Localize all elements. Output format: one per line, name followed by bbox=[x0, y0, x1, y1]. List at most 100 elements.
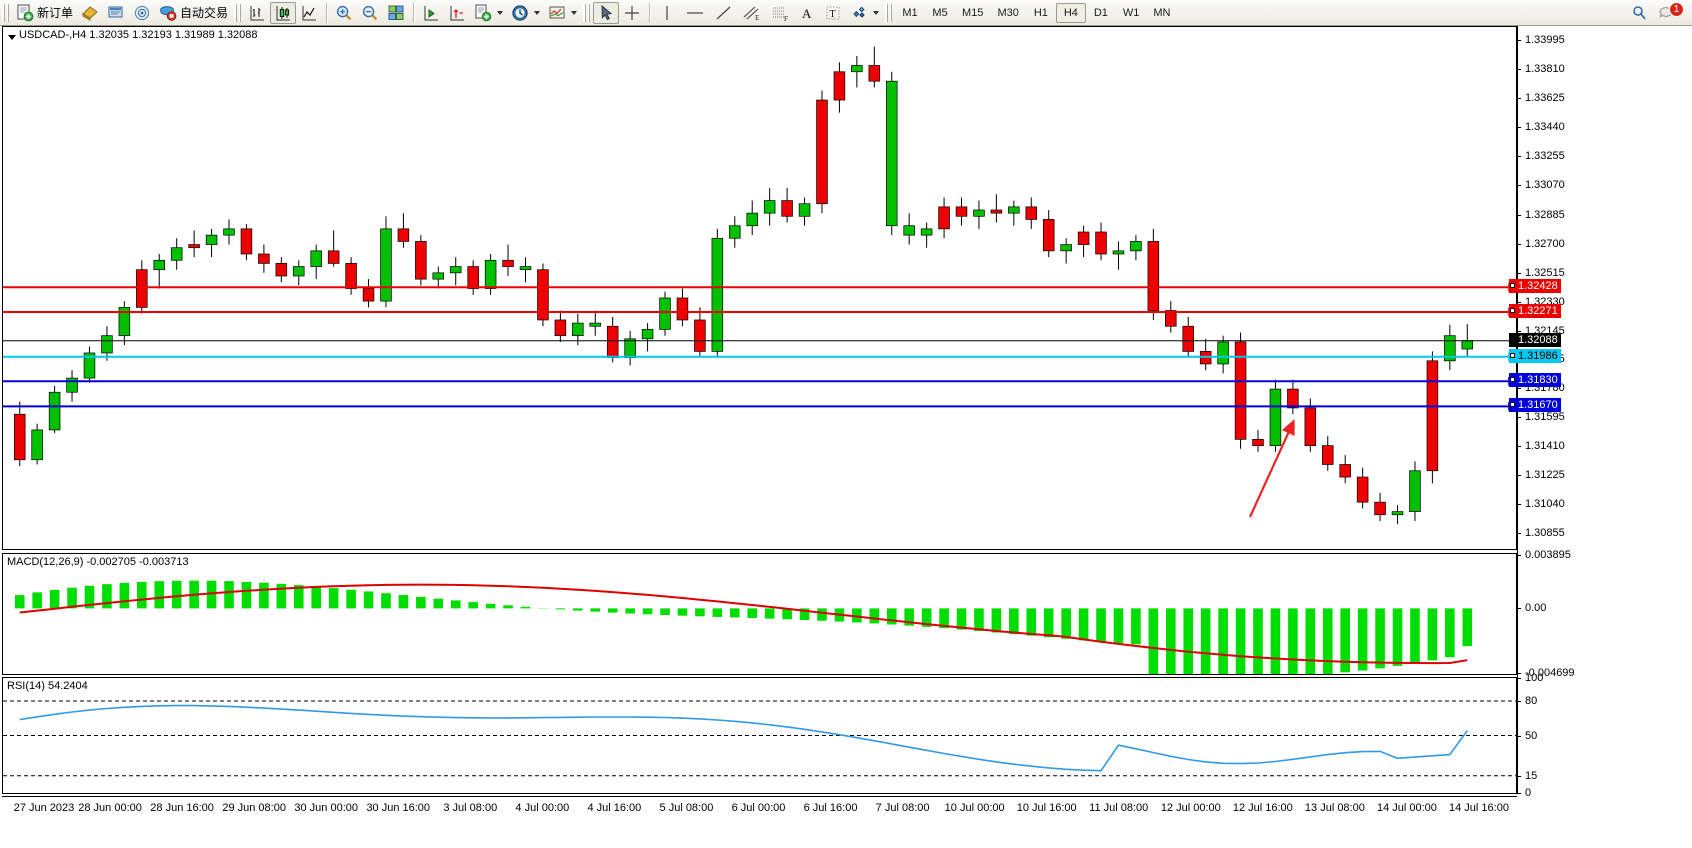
rsi-line bbox=[19, 704, 1468, 772]
new-order-icon bbox=[17, 4, 34, 21]
candle-body bbox=[938, 206, 950, 230]
support-line-blue-1-label[interactable]: 1.31830 bbox=[1509, 373, 1561, 388]
search-button[interactable] bbox=[1626, 2, 1654, 24]
candle-body bbox=[293, 266, 305, 277]
level-handle[interactable] bbox=[1510, 402, 1515, 408]
period-icon bbox=[512, 4, 528, 21]
level-handle[interactable] bbox=[1510, 283, 1515, 289]
period-button[interactable] bbox=[507, 2, 544, 24]
level-handle[interactable] bbox=[1510, 352, 1515, 358]
timeframe-m30[interactable]: M30 bbox=[997, 6, 1019, 19]
text-button[interactable]: T bbox=[820, 2, 846, 24]
crosshair-button[interactable] bbox=[619, 2, 645, 24]
timeframe-m1[interactable]: M1 bbox=[902, 6, 918, 19]
support-line-cyan-label[interactable]: 1.31986 bbox=[1509, 348, 1561, 363]
timeframe-m15[interactable]: M15 bbox=[962, 6, 984, 19]
price-tick-label: 1.31595 bbox=[1525, 411, 1565, 424]
objects-icon bbox=[853, 6, 865, 18]
price-chart-svg bbox=[3, 35, 1516, 525]
candle-body bbox=[327, 250, 340, 264]
timeframe-d1[interactable]: D1 bbox=[1093, 6, 1108, 19]
horizontal-line-button[interactable] bbox=[680, 2, 710, 24]
timeframe-h1[interactable]: H1 bbox=[1033, 6, 1048, 19]
price-tick-label: 1.32515 bbox=[1525, 266, 1565, 279]
templates-button[interactable] bbox=[544, 2, 581, 24]
time-axis-label: 28 Jun 16:00 bbox=[150, 802, 214, 814]
autoscroll-button[interactable] bbox=[444, 2, 470, 24]
chevron-down-icon-4[interactable] bbox=[873, 10, 880, 15]
candlestick-chart-button[interactable] bbox=[270, 1, 297, 24]
candle-body bbox=[851, 65, 863, 73]
candle-body bbox=[1252, 439, 1264, 446]
candle-body bbox=[1391, 511, 1404, 516]
candle-body bbox=[1095, 231, 1107, 255]
resistance-line-2-label[interactable]: 1.32271 bbox=[1509, 303, 1561, 318]
expert-advisors-button[interactable] bbox=[77, 2, 103, 24]
price-tick bbox=[1517, 272, 1521, 274]
text-icon: T bbox=[826, 6, 840, 20]
price-pane[interactable]: USDCAD-,H4 1.32035 1.32193 1.31989 1.320… bbox=[2, 26, 1517, 550]
bar-chart-button[interactable] bbox=[244, 2, 270, 24]
trendline-button[interactable] bbox=[710, 2, 738, 24]
toolbar-grip-2[interactable] bbox=[234, 3, 242, 22]
macd-pane[interactable]: MACD(12,26,9) -0.002705 -0.003713 bbox=[2, 553, 1517, 675]
current-price-line-label[interactable]: 1.32088 bbox=[1509, 332, 1561, 347]
candle-body bbox=[606, 325, 619, 359]
autotrading-button[interactable]: 自动交易 bbox=[155, 2, 232, 24]
text-label-button[interactable]: A bbox=[794, 2, 820, 24]
time-axis-label: 29 Jun 08:00 bbox=[222, 802, 286, 814]
price-tick bbox=[1517, 69, 1521, 71]
time-axis-label: 4 Jul 00:00 bbox=[515, 802, 570, 814]
objects-button[interactable] bbox=[846, 2, 883, 24]
toolbar-grip-3[interactable] bbox=[583, 3, 591, 22]
data-window-button[interactable] bbox=[103, 2, 129, 24]
zoom-in-button[interactable] bbox=[331, 2, 357, 24]
time-axis-label: 27 Jun 2023 bbox=[13, 802, 75, 814]
shift-end-button[interactable] bbox=[418, 2, 444, 24]
candle-body bbox=[258, 253, 270, 264]
vertical-line-button[interactable] bbox=[654, 2, 680, 24]
price-tick bbox=[1517, 156, 1521, 158]
chart-area[interactable]: USDCAD-,H4 1.32035 1.32193 1.31989 1.320… bbox=[0, 26, 1692, 848]
tile-windows-button[interactable] bbox=[383, 2, 409, 24]
candle-body bbox=[1077, 231, 1090, 245]
indicators-button[interactable] bbox=[470, 2, 507, 24]
candle-body bbox=[275, 263, 288, 277]
price-tick bbox=[1517, 214, 1521, 216]
notifications-button[interactable]: 1 bbox=[1654, 1, 1684, 24]
fibonacci-button[interactable]: F bbox=[766, 2, 794, 24]
cursor-button[interactable] bbox=[593, 1, 620, 24]
chevron-down-icon[interactable] bbox=[497, 10, 504, 15]
resistance-line-1-label[interactable]: 1.32428 bbox=[1509, 279, 1561, 294]
price-tick-label: 1.31040 bbox=[1525, 498, 1565, 511]
candle-body bbox=[449, 266, 462, 274]
rsi-pane[interactable]: RSI(14) 54.2404 bbox=[2, 677, 1517, 794]
support-line-blue-2-label[interactable]: 1.31670 bbox=[1509, 398, 1561, 413]
chevron-down-icon-3[interactable] bbox=[571, 10, 578, 15]
level-handle[interactable] bbox=[1510, 307, 1515, 313]
toolbar-grip[interactable] bbox=[2, 3, 9, 22]
time-axis-label: 3 Jul 08:00 bbox=[443, 802, 498, 814]
toolbar-grip-4[interactable] bbox=[885, 3, 893, 22]
rsi-tick-label: 80 bbox=[1525, 695, 1538, 707]
timeframe-mn[interactable]: MN bbox=[1153, 6, 1171, 19]
new-order-button[interactable]: 新订单 bbox=[12, 2, 77, 24]
rsi-tick-label: 100 bbox=[1525, 672, 1544, 684]
level-handle[interactable] bbox=[1510, 377, 1515, 383]
level-value: 1.31986 bbox=[1518, 349, 1558, 362]
timeframe-m5[interactable]: M5 bbox=[932, 6, 948, 19]
text-label-icon: A bbox=[802, 6, 812, 21]
time-axis[interactable]: 27 Jun 2023 28 Jun 00:00 28 Jun 16:00 29 Ju… bbox=[2, 796, 1517, 820]
price-scale[interactable]: 1.33995 1.33810 1.33625 1.33440 1.33255 1.330… bbox=[1509, 26, 1692, 821]
chevron-down-icon-2[interactable] bbox=[534, 10, 541, 15]
signals-button[interactable] bbox=[129, 2, 155, 24]
equidistant-channel-button[interactable]: E bbox=[738, 2, 766, 24]
timeframe-w1[interactable]: W1 bbox=[1122, 6, 1140, 19]
templates-icon bbox=[549, 6, 565, 18]
time-axis-label: 10 Jul 00:00 bbox=[944, 802, 1005, 814]
zoom-out-button[interactable] bbox=[357, 2, 383, 24]
line-chart-button[interactable] bbox=[296, 2, 322, 24]
timeframe-h4[interactable]: H4 bbox=[1055, 2, 1086, 23]
rsi-tick-label: 15 bbox=[1525, 769, 1538, 782]
candle-body bbox=[1130, 241, 1142, 252]
